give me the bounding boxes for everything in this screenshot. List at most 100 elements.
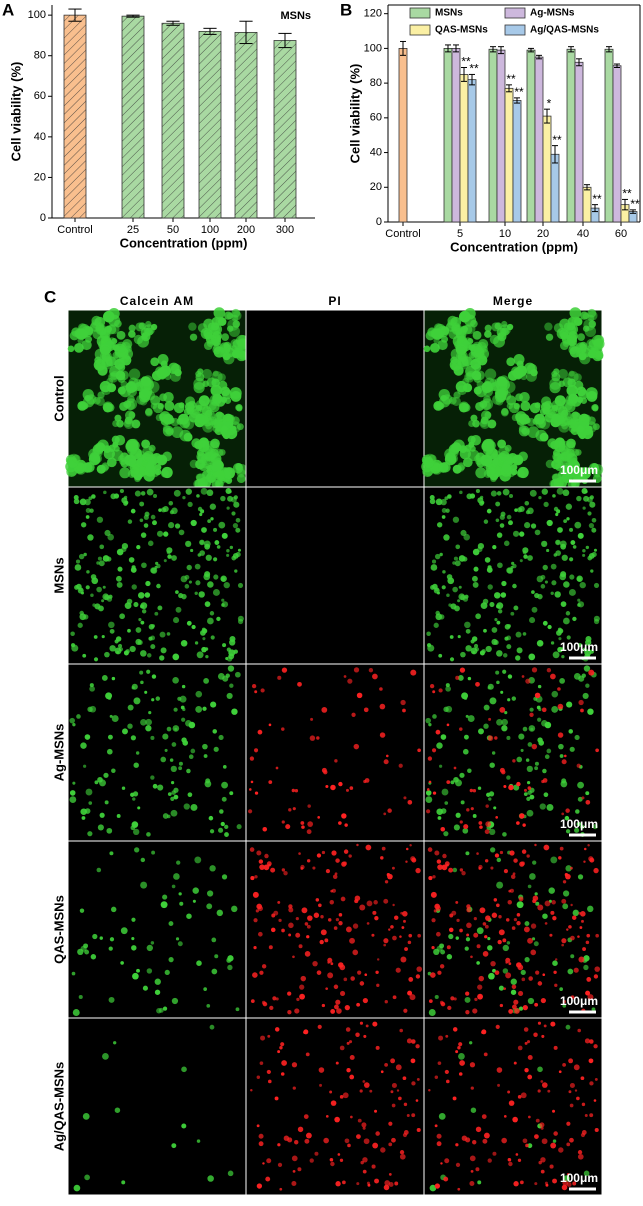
- bar: [443, 48, 453, 223]
- cell: [519, 531, 525, 537]
- cell: [570, 954, 575, 959]
- cell: [488, 797, 492, 801]
- cell: [453, 365, 464, 376]
- cell: [568, 925, 572, 929]
- cell: [268, 945, 273, 950]
- cell: [561, 812, 565, 816]
- cell: [120, 961, 124, 965]
- cell: [224, 415, 231, 422]
- cell: [239, 350, 247, 358]
- cell: [555, 512, 559, 517]
- cell: [581, 796, 585, 800]
- cell: [338, 962, 344, 968]
- cell: [460, 651, 466, 658]
- cell: [281, 820, 285, 824]
- cell: [324, 938, 329, 943]
- cell: [129, 463, 141, 475]
- cell: [330, 784, 336, 791]
- cell: [461, 692, 469, 700]
- cell: [295, 917, 299, 921]
- cell: [146, 653, 152, 658]
- cell: [357, 1118, 362, 1123]
- cell: [543, 844, 550, 851]
- cell: [150, 567, 158, 574]
- cell: [434, 1183, 441, 1189]
- cell: [538, 1160, 542, 1165]
- cell: [526, 780, 531, 785]
- cell: [150, 775, 155, 780]
- cell: [99, 544, 105, 550]
- cell: [111, 768, 116, 773]
- cell: [83, 764, 87, 768]
- cell: [162, 1006, 168, 1011]
- cell: [185, 540, 192, 547]
- cell: [549, 1164, 554, 1169]
- cell: [202, 706, 207, 711]
- cell: [145, 463, 156, 474]
- cell: [288, 808, 292, 812]
- cell: [475, 1167, 480, 1172]
- cell: [455, 779, 463, 787]
- cell: [483, 628, 487, 633]
- cell: [214, 470, 226, 481]
- cell: [534, 892, 538, 896]
- cell: [518, 424, 527, 433]
- scale-bar-label: 100μm: [560, 640, 598, 654]
- cell: [442, 394, 453, 405]
- cell: [459, 928, 463, 933]
- cell: [225, 488, 232, 494]
- cell: [192, 887, 199, 894]
- cell: [188, 754, 194, 760]
- cell: [199, 512, 203, 517]
- cell: [366, 922, 370, 925]
- error-bar: [453, 44, 459, 53]
- cell: [485, 804, 489, 808]
- cell: [557, 627, 562, 632]
- cell: [415, 867, 421, 874]
- cell: [84, 734, 91, 740]
- cell: [258, 859, 264, 864]
- cell: [233, 495, 238, 500]
- cell: [231, 308, 241, 318]
- error-bar: [614, 63, 620, 68]
- cell: [416, 1077, 420, 1081]
- cell: [470, 1086, 474, 1090]
- cell: [489, 602, 495, 608]
- cell: [484, 829, 490, 835]
- cell: [586, 390, 598, 402]
- cell: [481, 1114, 487, 1119]
- cell: [487, 419, 497, 429]
- cell: [409, 994, 416, 1001]
- cell: [553, 1045, 558, 1050]
- cell: [437, 1061, 442, 1065]
- cell: [585, 791, 590, 796]
- cell: [518, 733, 525, 740]
- cell: [380, 1070, 384, 1074]
- cell: [546, 803, 554, 811]
- cell: [154, 611, 159, 616]
- cell: [181, 1066, 187, 1073]
- cell: [258, 1133, 264, 1139]
- row-label: Ag-MSNs: [51, 724, 66, 782]
- cell: [581, 488, 588, 494]
- cell: [372, 673, 378, 680]
- x-axis-label: Concentration (ppm): [120, 235, 248, 250]
- cell: [527, 786, 532, 790]
- cell: [111, 676, 116, 681]
- cell: [437, 339, 448, 351]
- cell: [490, 866, 494, 870]
- cell: [160, 360, 168, 368]
- cell: [222, 765, 227, 769]
- cell: [207, 519, 212, 523]
- cell: [321, 1003, 326, 1008]
- cell: [489, 334, 500, 345]
- cell: [108, 946, 113, 951]
- cell: [69, 717, 75, 724]
- cell: [220, 425, 229, 433]
- cell: [527, 997, 535, 1005]
- cell: [131, 945, 137, 951]
- cell: [356, 1134, 361, 1139]
- cell: [588, 856, 594, 862]
- cell: [531, 590, 535, 594]
- cell: [131, 937, 135, 941]
